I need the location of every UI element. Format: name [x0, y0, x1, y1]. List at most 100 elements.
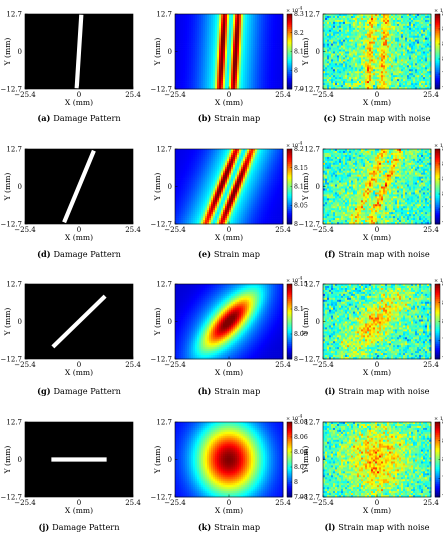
y-tick-label: 12.7: [304, 418, 320, 426]
x-tick-label: 25.4: [423, 226, 439, 234]
crack-bar: [51, 294, 107, 349]
caption-text: Strain map: [214, 386, 260, 396]
y-tick-label: 12.7: [304, 280, 320, 288]
x-axis-label: X (mm): [65, 506, 93, 515]
panel-d: −25.4 0 25.4 12.7 0 −12.7 X (mm) Y (mm) (d) Dama…: [1, 145, 142, 259]
strain-map-plot: [175, 422, 284, 498]
y-axis-label: Y (mm): [3, 38, 12, 67]
x-axis-label: X (mm): [65, 233, 93, 242]
y-tick-label: 12.7: [6, 10, 22, 18]
y-axis-label: Y (mm): [3, 308, 12, 337]
x-axis-label: X (mm): [65, 98, 93, 107]
y-tick-label: 0: [18, 48, 22, 56]
colorbar-tick-label: 8.3: [294, 11, 304, 18]
y-axis-label: Y (mm): [301, 446, 310, 475]
crack-bar: [62, 149, 96, 224]
colorbar-tick-label: 8.2: [294, 146, 304, 153]
panel-a: −25.4 0 25.4 12.7 0 −12.7 X (mm) Y (mm) (a) Dama…: [1, 10, 142, 123]
caption-text: Damage Pattern: [53, 113, 121, 123]
caption-text: Strain map: [214, 113, 260, 123]
y-tick-label: 0: [168, 456, 172, 464]
caption-letter: (d): [37, 249, 53, 259]
y-tick-label: 12.7: [6, 280, 22, 288]
colorbar-exponent: × 10-4: [434, 141, 443, 150]
colorbar: 8.48.287.87.6× 10-4: [434, 414, 443, 502]
x-tick-label: 0: [375, 91, 379, 99]
y-tick-label: −12.7: [151, 493, 172, 501]
y-tick-label: 0: [18, 318, 22, 326]
colorbar-tick-label: 8.05: [294, 202, 308, 209]
colorbar-tick-label: 8.06: [294, 434, 308, 441]
caption-text: Damage Pattern: [53, 249, 121, 259]
colorbar: 8.08 8.06 8.04 8.02 8 7.98 × 10-4: [286, 414, 308, 502]
colorbar-tick-label: 8.15: [294, 281, 308, 288]
y-axis-label: Y (mm): [3, 173, 12, 202]
caption-text: Damage Pattern: [52, 522, 120, 532]
x-tick-label: −25.4: [14, 226, 36, 234]
x-tick-label: 25.4: [423, 91, 439, 99]
x-tick-label: −25.4: [312, 91, 334, 99]
colorbar: 8.3 8.2 8.1 8 7.9 × 10-4: [286, 6, 304, 94]
y-tick-label: 0: [316, 318, 320, 326]
x-tick-label: 25.4: [125, 91, 141, 99]
colorbar-tick-label: 8.02: [294, 464, 308, 471]
x-tick-label: 25.4: [125, 226, 141, 234]
colorbar-exponent: × 10-4: [286, 414, 303, 423]
damage-pattern-plot: [25, 14, 133, 89]
crack-bar: [74, 14, 84, 89]
y-tick-label: −12.7: [1, 493, 22, 501]
panel-caption: (h) Strain map: [198, 386, 261, 396]
panel-caption: (b) Strain map: [198, 113, 260, 123]
y-tick-label: 12.7: [304, 10, 320, 18]
y-tick-label: 12.7: [156, 418, 172, 426]
panel-f: −25.4 0 25.4 12.7 0 −12.7 X (mm) Y (mm) 8.68.48.…: [299, 141, 443, 260]
caption-letter: (l): [324, 522, 338, 532]
x-tick-label: 25.4: [423, 499, 439, 507]
x-tick-label: 0: [77, 226, 81, 234]
colorbar-tick-label: 8.04: [294, 449, 308, 456]
caption-text: Damage Pattern: [53, 386, 121, 396]
panel-g: −25.4 0 25.4 12.7 0 −12.7 X (mm) Y (mm) (g) Dama…: [1, 280, 142, 396]
caption-letter: (a): [37, 113, 53, 123]
damage-pattern-plot: [25, 284, 133, 359]
y-axis-label: Y (mm): [301, 308, 310, 337]
y-tick-label: 12.7: [156, 10, 172, 18]
x-tick-label: 25.4: [275, 226, 291, 234]
caption-letter: (f): [324, 249, 338, 259]
panel-h: −25.4 0 25.412.70−12.7X (mm)Y (mm)8.158.18…: [151, 276, 308, 397]
x-tick-label: 0: [375, 226, 379, 234]
y-tick-label: −12.7: [1, 220, 22, 228]
colorbar-exponent: × 10-4: [434, 414, 443, 423]
y-tick-label: 12.7: [156, 145, 172, 153]
y-tick-label: 0: [316, 456, 320, 464]
caption-letter: (c): [324, 113, 340, 123]
x-tick-label: 0: [375, 361, 379, 369]
x-tick-label: 25.4: [125, 499, 141, 507]
panel-caption: (k) Strain map: [198, 522, 260, 532]
x-tick-label: 0: [77, 499, 81, 507]
caption-text: Strain map with noise: [338, 249, 429, 259]
panel-caption: (g) Damage Pattern: [37, 386, 121, 396]
x-axis-label: X (mm): [215, 233, 243, 242]
strain-map-noise-plot: [323, 14, 432, 90]
panel-c: −25.4 0 25.4 12.7 0 −12.7 X (mm) Y (mm) 8.68.48.…: [299, 6, 443, 124]
y-tick-label: 12.7: [304, 145, 320, 153]
x-tick-label: 0: [77, 361, 81, 369]
strain-map-noise-plot: [323, 149, 432, 225]
y-tick-label: −12.7: [151, 85, 172, 93]
panel-caption: (f) Strain map with noise: [324, 249, 430, 259]
panel-caption: (l) Strain map with noise: [324, 522, 429, 532]
x-tick-label: 25.4: [275, 91, 291, 99]
colorbar-exponent: × 10-4: [286, 141, 303, 150]
colorbar-tick-label: 8.05: [294, 331, 308, 338]
colorbar-exponent: × 10-4: [286, 6, 303, 15]
panel-j: −25.4 0 25.4 12.7 0 −12.7 X (mm) Y (mm) (j) Dama…: [1, 418, 142, 532]
colorbar-tick-label: 7.9: [294, 86, 304, 93]
x-tick-label: 0: [227, 361, 231, 369]
panel-caption: (j) Damage Pattern: [39, 522, 121, 532]
caption-text: Strain map: [214, 522, 260, 532]
y-axis-label: Y (mm): [301, 173, 310, 202]
x-tick-label: 0: [227, 226, 231, 234]
x-tick-label: −25.4: [312, 361, 334, 369]
y-tick-label: −12.7: [299, 493, 320, 501]
